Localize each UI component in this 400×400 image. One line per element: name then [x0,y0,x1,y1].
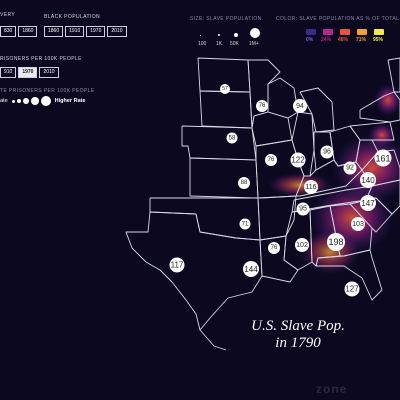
color-swatch [374,29,384,35]
map-caption: U.S. Slave Pop. in 1790 [228,318,368,352]
prison-rate-marker[interactable]: 122 [290,152,306,168]
prison-rate-marker[interactable]: 57 [220,84,230,94]
gulf-coastline [199,329,227,351]
size-legend-value: 1M+ [249,41,259,47]
rate-legend-high-label: Higher Rate [54,98,86,104]
prison-rate-marker[interactable]: 94 [293,99,307,113]
prisoners-year-buttons: 910 1970 2010 [0,67,59,78]
black-population-year-button[interactable]: 1860 [44,26,64,37]
prison-rate-marker[interactable]: 102 [295,238,309,252]
prison-rate-marker[interactable]: 116 [304,180,318,194]
state-border-texas [125,198,263,331]
prison-rate-marker[interactable]: 76 [256,100,268,112]
prison-rate-marker[interactable]: 58 [226,132,238,144]
slavery-year-button[interactable]: 1860 [18,26,38,37]
size-dot-icon [250,28,260,38]
prison-rate-marker[interactable]: 198 [327,233,345,251]
black-population-year-buttons: 1860 1910 1970 2010 [44,26,127,37]
state-border-maine [387,57,400,93]
rate-dot-icon [16,99,21,103]
color-swatch [357,29,367,35]
prison-rate-marker[interactable]: 92 [343,161,357,175]
slavery-year-buttons: 830 1860 [0,26,38,37]
prison-rate-marker[interactable]: 96 [320,145,334,159]
color-legend-label: 71% [356,37,367,43]
state-border-louisiana [259,235,299,283]
black-population-title: BLACK POPULATION [44,14,101,20]
density-glow-maryland [368,123,396,147]
color-swatch [323,29,333,35]
color-swatch [306,29,316,35]
black-population-year-button[interactable]: 2010 [107,26,127,37]
state-border-florida [315,249,383,301]
state-border-nebraska [181,125,257,161]
color-swatch [340,29,350,35]
state-border-wisconsin [267,77,299,119]
state-border-west-virginia [355,139,379,171]
caption-line-1: U.S. Slave Pop. [251,318,345,334]
prison-rate-marker[interactable]: 76 [268,242,280,254]
prison-rate-marker[interactable]: 140 [360,172,376,188]
prison-rate-marker[interactable]: 117 [169,257,185,273]
caption-line-2: in 1790 [275,335,321,351]
prison-rate-marker[interactable]: 76 [265,154,277,166]
prison-rate-marker[interactable]: 161 [374,149,392,167]
size-dot-icon [234,33,238,37]
prison-rate-marker[interactable]: 88 [238,177,250,189]
size-legend: 100 1K 50K 1M+ [192,26,272,54]
color-legend-title: COLOR: SLAVE POPULATION AS % OF TOTAL [276,16,400,22]
prison-rate-marker[interactable]: 95 [296,202,310,216]
prison-rate-marker[interactable]: 147 [360,195,376,211]
prison-rate-marker[interactable]: 144 [243,261,259,277]
state-border-arkansas [257,195,297,241]
rate-dot-icon [11,99,15,103]
color-legend: 0% 24% 48% 71% 95% [306,26,396,46]
prisoners-title: RISONERS PER 100K PEOPLE [0,56,82,62]
rate-legend: ate Higher Rate [0,96,86,106]
state-border-michigan [299,87,335,133]
rate-legend-title: TE PRISONERS PER 100K PEOPLE [0,88,95,94]
prisoners-year-button[interactable]: 910 [0,67,17,78]
prison-rate-marker[interactable]: 127 [344,281,360,297]
prisoners-year-button[interactable]: 2010 [39,67,59,78]
color-legend-label: 95% [373,37,384,43]
state-border-new-york [359,91,400,123]
watermark-logo: zone [316,382,348,396]
prisoners-year-button-active[interactable]: 1970 [18,67,38,78]
rate-dot-icon [30,97,39,105]
size-legend-title: SIZE: SLAVE POPULATION [190,16,262,22]
size-legend-value: 100 [198,41,207,47]
black-population-year-button[interactable]: 1970 [86,26,106,37]
color-legend-label: 24% [321,37,332,43]
density-glow-georgia [300,230,360,274]
size-legend-value: 50K [230,41,239,47]
state-border-pennsylvania [349,121,395,141]
state-border-minnesota [247,59,281,129]
black-population-year-button[interactable]: 1910 [65,26,85,37]
prison-rate-marker[interactable]: 71 [239,218,251,230]
prison-rate-marker[interactable]: 103 [351,217,365,231]
state-border-south-dakota [199,90,253,129]
size-dot-icon [200,35,201,36]
slavery-year-button[interactable]: 830 [0,26,17,37]
color-legend-label: 48% [338,37,349,43]
size-dot-icon [218,34,220,36]
color-legend-label: 0% [306,37,314,43]
slavery-title: VERY [0,12,16,18]
rate-dot-icon [22,98,29,104]
size-legend-value: 1K [216,41,223,47]
rate-legend-low-label: ate [0,98,8,104]
rate-dot-icon [40,96,51,106]
